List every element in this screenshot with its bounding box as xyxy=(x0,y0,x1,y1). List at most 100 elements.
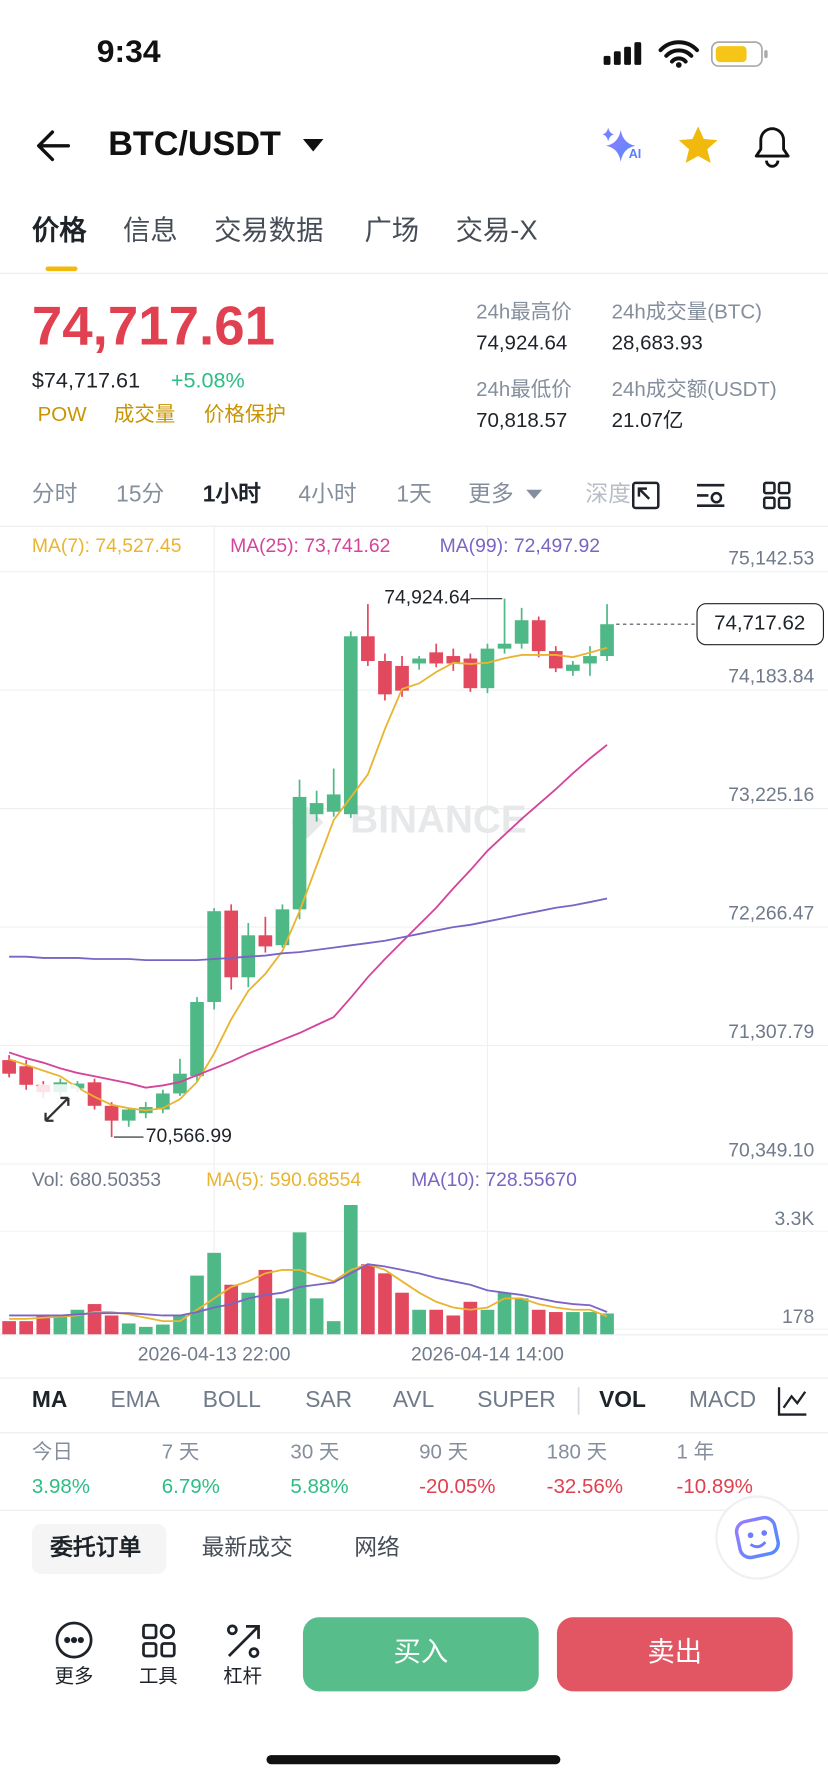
sell-button[interactable] xyxy=(556,1617,793,1692)
tool-label[interactable]: 杠杆 xyxy=(223,1666,262,1688)
tab[interactable]: 交易数据 xyxy=(214,215,323,246)
tab[interactable]: 交易-X xyxy=(456,215,538,246)
candle-body xyxy=(480,648,495,689)
y-tick-label: 71,307.79 xyxy=(728,1021,814,1043)
candle-body xyxy=(292,796,307,910)
y-tick-label: 72,266.47 xyxy=(728,903,814,925)
tab[interactable]: 广场 xyxy=(364,215,419,246)
interval[interactable]: 1小时 xyxy=(203,480,261,506)
volume-bar xyxy=(412,1309,426,1335)
volume-bar xyxy=(87,1304,102,1335)
order-tab[interactable]: 委托订单 xyxy=(49,1534,141,1560)
legend-entry: MA(99): 72,497.92 xyxy=(440,535,600,557)
price-tag[interactable]: 价格保护 xyxy=(204,403,286,426)
chart-tools[interactable] xyxy=(631,481,791,510)
candle-body xyxy=(2,1060,16,1074)
indicator-tab[interactable]: SUPER xyxy=(477,1386,555,1412)
bottom-icons[interactable] xyxy=(55,1621,260,1659)
candle-body xyxy=(19,1066,34,1085)
tool-label[interactable]: 更多 xyxy=(55,1666,94,1688)
volume-bar xyxy=(446,1315,461,1335)
price-plot xyxy=(2,598,614,1138)
alert-bell[interactable] xyxy=(754,127,790,168)
indicator-tab[interactable]: AVL xyxy=(393,1386,434,1412)
candle-body xyxy=(343,636,358,815)
status-icons xyxy=(613,40,768,68)
candle-body xyxy=(104,1105,119,1121)
more-dropdown[interactable] xyxy=(526,489,543,499)
period-label: 180 天 xyxy=(547,1441,607,1464)
candle-body xyxy=(446,656,461,664)
stat-value: 70,818.57 xyxy=(476,409,567,432)
volume-bar xyxy=(224,1284,239,1335)
price-tag[interactable]: 成交量 xyxy=(114,403,175,426)
period-change: 3.98% xyxy=(32,1475,90,1498)
interval[interactable]: 深度 xyxy=(585,480,631,506)
order-tab[interactable]: 网络 xyxy=(354,1534,400,1560)
volume-bar xyxy=(309,1298,324,1335)
candle-body xyxy=(463,658,478,689)
order-tab-active[interactable] xyxy=(31,1523,167,1575)
indicator-tab[interactable]: MACD xyxy=(689,1386,756,1412)
interval[interactable]: 4小时 xyxy=(298,480,356,506)
price-change: +5.08% xyxy=(171,367,245,392)
order-tab[interactable]: 最新成交 xyxy=(202,1534,293,1560)
tab[interactable]: 价格 xyxy=(32,215,87,246)
stat-label: 24h成交量(BTC) xyxy=(612,301,762,324)
volume-bar xyxy=(361,1264,375,1335)
interval[interactable]: 更多 xyxy=(468,480,514,506)
candle-body xyxy=(156,1093,170,1110)
candle-body xyxy=(514,620,529,644)
interval[interactable]: 15分 xyxy=(116,480,164,506)
volume-bar xyxy=(53,1315,68,1335)
ma-line xyxy=(8,646,608,1112)
volume-bar xyxy=(480,1309,495,1335)
stat-value: 28,683.93 xyxy=(612,331,703,354)
favorite-star[interactable] xyxy=(678,126,718,163)
stat-value: 74,924.64 xyxy=(476,331,567,354)
interval[interactable]: 分时 xyxy=(32,480,78,506)
candle-body xyxy=(258,935,273,947)
expand-button[interactable] xyxy=(33,1084,81,1133)
buy-button[interactable] xyxy=(302,1617,539,1692)
sell-label[interactable]: 卖出 xyxy=(647,1636,702,1667)
volume-title: Vol: 680.50353 xyxy=(32,1169,161,1191)
volume-bar xyxy=(36,1315,51,1335)
pair-title[interactable]: BTC/USDT xyxy=(108,125,281,163)
indicator-tab[interactable]: MA xyxy=(32,1386,67,1412)
period-label: 30 天 xyxy=(290,1441,339,1464)
y-tick-label: 3.3K xyxy=(775,1208,815,1230)
tool-label[interactable]: 工具 xyxy=(139,1666,178,1688)
ma-line xyxy=(9,1263,608,1323)
y-tick-label: 75,142.53 xyxy=(728,547,814,569)
ai-icon[interactable] xyxy=(605,129,636,162)
candle-body xyxy=(121,1109,136,1121)
candle-body xyxy=(566,664,580,671)
volume-bar xyxy=(514,1298,529,1335)
volume-bar xyxy=(2,1321,16,1335)
indicator-settings[interactable] xyxy=(777,1387,807,1416)
indicator-tab[interactable]: BOLL xyxy=(203,1386,261,1412)
candle-body xyxy=(224,910,239,978)
stat-label: 24h最低价 xyxy=(476,378,572,401)
indicator-tab[interactable]: EMA xyxy=(110,1386,160,1412)
legend-entry: MA(5): 590.68554 xyxy=(206,1169,361,1191)
legend-entry: MA(10): 728.55670 xyxy=(411,1169,577,1191)
candle-body xyxy=(190,1002,204,1077)
volume-bar xyxy=(292,1232,307,1335)
indicator-tab[interactable]: VOL xyxy=(599,1386,646,1412)
price-tag[interactable]: POW xyxy=(38,403,88,426)
indicator-tab[interactable]: SAR xyxy=(305,1386,352,1412)
back-button[interactable] xyxy=(37,130,71,162)
candle-body xyxy=(412,658,426,664)
last-price: 74,717.61 xyxy=(32,296,275,357)
ai-assistant[interactable] xyxy=(715,1495,800,1580)
interval[interactable]: 1天 xyxy=(396,480,431,506)
pair-dropdown[interactable] xyxy=(302,138,324,152)
candle-body xyxy=(531,620,546,652)
tab[interactable]: 信息 xyxy=(123,215,178,246)
buy-label[interactable]: 买入 xyxy=(394,1636,449,1667)
x-tick-label: 2026-04-13 22:00 xyxy=(138,1343,291,1365)
period-change: 5.88% xyxy=(290,1475,348,1498)
